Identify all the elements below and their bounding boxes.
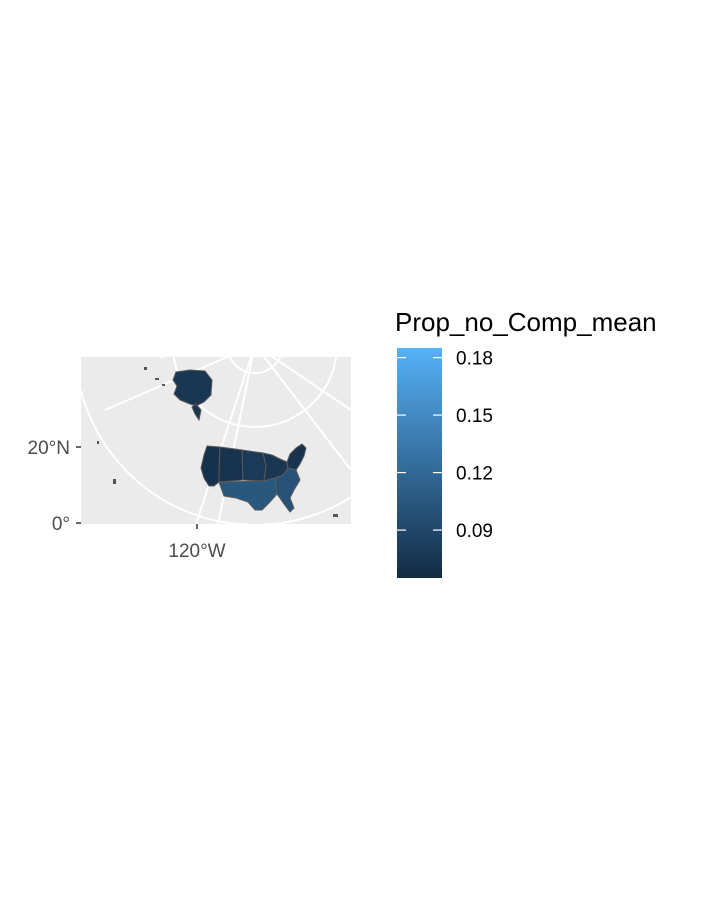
legend-tick-label: 0.15	[456, 406, 493, 427]
legend-colorbar	[397, 348, 442, 578]
region-alaska-panhandle	[191, 403, 202, 422]
legend-tick-label: 0.18	[456, 349, 493, 370]
island-speck	[333, 514, 338, 517]
island-speck	[144, 367, 147, 370]
map-regions	[97, 367, 338, 517]
y-tick-label-20n: 20°N	[28, 438, 70, 459]
y-tick-label-0: 0°	[52, 514, 70, 535]
region-west-north-central	[241, 449, 267, 482]
region-southeast	[274, 467, 301, 513]
legend-ticks: 0.18 0.15 0.12 0.09	[397, 349, 493, 542]
legend-tick-label: 0.09	[456, 521, 493, 542]
x-tick-label-120w: 120°W	[168, 541, 225, 562]
map-panel	[81, 357, 351, 524]
island-speck	[97, 441, 99, 444]
region-mountain	[218, 446, 244, 483]
island-speck	[113, 479, 116, 484]
island-speck	[155, 378, 159, 380]
legend-tick-label: 0.12	[456, 464, 493, 485]
legend-title: Prop_no_Comp_mean	[395, 307, 657, 337]
island-speck	[162, 384, 165, 386]
region-south	[218, 477, 278, 511]
